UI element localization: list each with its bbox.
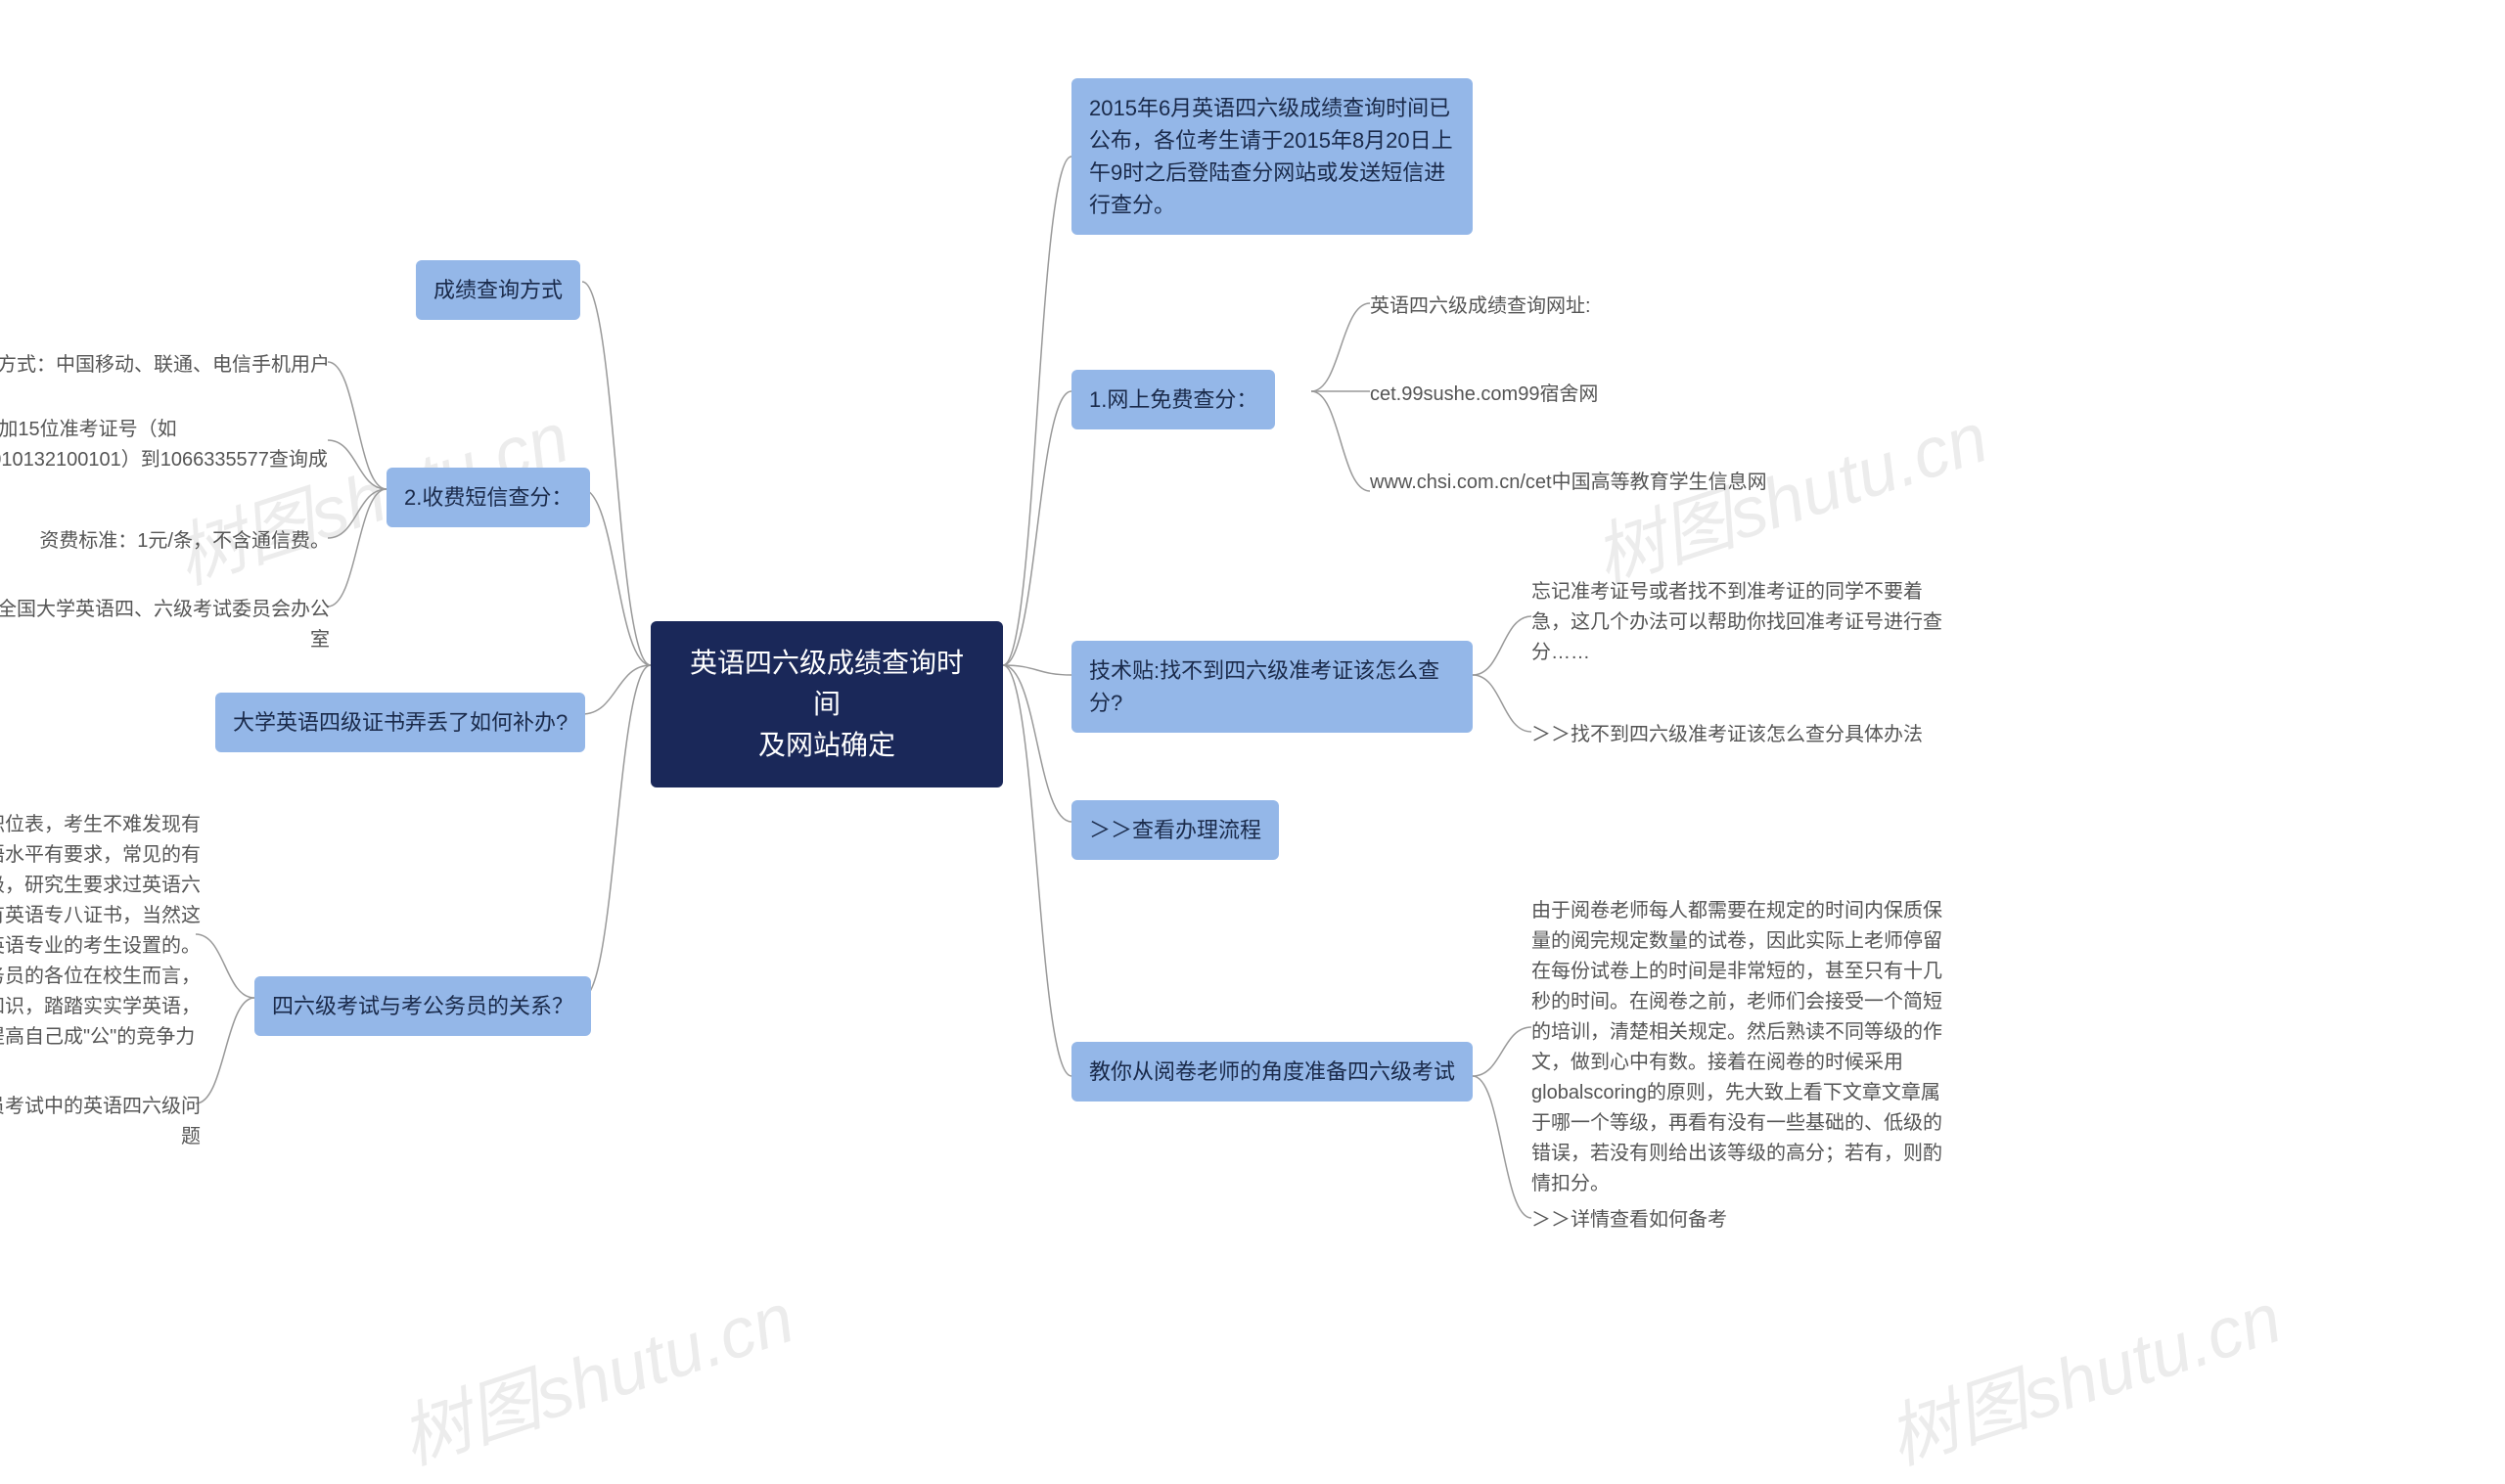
online-title-text: 1.网上免费查分： xyxy=(1089,387,1257,412)
node-flow: ＞＞查看办理流程 xyxy=(1071,800,1279,860)
node-teacher-title: 教你从阅卷老师的角度准备四六级考试 xyxy=(1071,1042,1473,1102)
node-sms-title: 2.收费短信查分： xyxy=(387,468,590,527)
leaf-sms-2: 资费标准：1元/条，不含通信费。 xyxy=(39,526,330,557)
leaf-online-1: cet.99sushe.com99宿舍网 xyxy=(1370,380,1598,410)
leaf-sms-1: 发送A加15位准考证号（如A110010132100101）到106633557… xyxy=(0,415,330,506)
leaf-tech-1: ＞＞找不到四六级准考证该怎么查分具体办法 xyxy=(1531,720,1923,750)
teacher-title-text: 教你从阅卷老师的角度准备四六级考试 xyxy=(1089,1059,1455,1084)
leaf-teacher-0: 由于阅卷老师每人都需要在规定的时间内保质保量的阅完规定数量的试卷，因此实际上老师… xyxy=(1531,896,1952,1199)
leaf-online-2: www.chsi.com.cn/cet中国高等教育学生信息网 xyxy=(1370,468,1800,498)
node-lost: 大学英语四级证书弄丢了如何补办? xyxy=(215,693,585,752)
leaf-sms-0: 查询方式：中国移动、联通、电信手机用户 xyxy=(0,350,330,381)
root-node: 英语四六级成绩查询时间 及网站确定 xyxy=(651,621,1003,787)
node-civil-title: 四六级考试与考公务员的关系？ xyxy=(254,976,591,1036)
leaf-sms-3: 全国大学英语四、六级考试委员会办公室 xyxy=(0,595,330,655)
root-text-line1: 英语四六级成绩查询时间 xyxy=(690,648,964,719)
watermark: 树图shutu.cn xyxy=(386,1260,804,1483)
tech-title-text: 技术贴:找不到四六级准考证该怎么查分? xyxy=(1089,658,1439,715)
leaf-online-0: 英语四六级成绩查询网址: xyxy=(1370,292,1591,322)
method-text: 成绩查询方式 xyxy=(433,278,563,302)
civil-title-text: 四六级考试与考公务员的关系？ xyxy=(272,994,573,1018)
watermark: 树图shutu.cn xyxy=(1873,1260,2292,1483)
announce-text: 2015年6月英语四六级成绩查询时间已公布，各位考生请于2015年8月20日上午… xyxy=(1089,96,1453,217)
node-announce: 2015年6月英语四六级成绩查询时间已公布，各位考生请于2015年8月20日上午… xyxy=(1071,78,1473,235)
leaf-civil-1: ＞＞细数一下公务员考试中的英语四六级问题 xyxy=(0,1092,201,1152)
leaf-tech-0: 忘记准考证号或者找不到准考证的同学不要着急，这几个办法可以帮助你找回准考证号进行… xyxy=(1531,577,1942,668)
node-method: 成绩查询方式 xyxy=(416,260,580,320)
root-text-line2: 及网站确定 xyxy=(758,730,895,760)
node-tech-title: 技术贴:找不到四六级准考证该怎么查分? xyxy=(1071,641,1473,733)
lost-text: 大学英语四级证书弄丢了如何补办? xyxy=(233,710,568,735)
leaf-teacher-1: ＞＞详情查看如何备考 xyxy=(1531,1205,1727,1236)
sms-title-text: 2.收费短信查分： xyxy=(404,485,572,510)
leaf-civil-0: 查看历年公务员招考职位表，考生不难发现有不少岗位对考生的英语水平有要求，常见的有… xyxy=(0,810,201,1083)
flow-text: ＞＞查看办理流程 xyxy=(1089,818,1261,842)
node-online-title: 1.网上免费查分： xyxy=(1071,370,1275,429)
